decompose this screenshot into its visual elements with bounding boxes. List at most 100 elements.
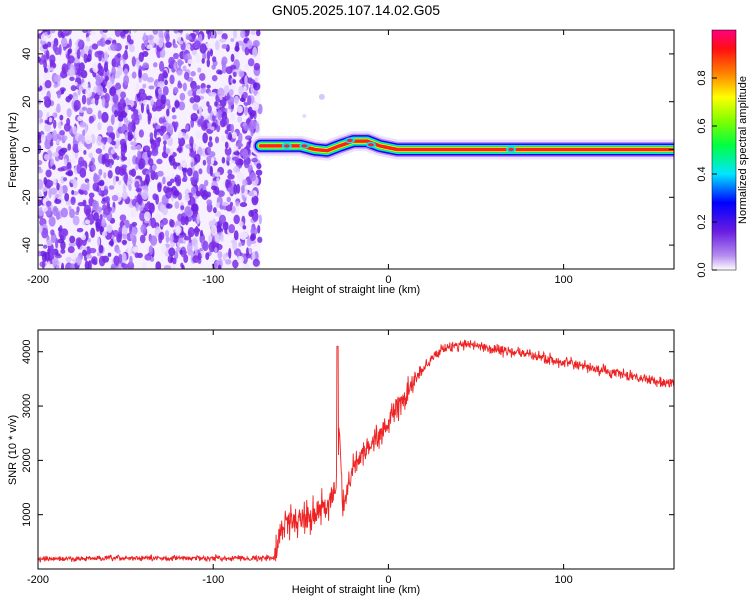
noise-speckle: [112, 175, 117, 186]
noise-speckle: [46, 261, 51, 269]
noise-speckle: [207, 146, 212, 154]
noise-speckle: [89, 160, 94, 167]
noise-speckle: [145, 174, 150, 185]
noise-speckle: [178, 144, 182, 154]
noise-speckle: [184, 193, 190, 201]
noise-speckle: [40, 134, 46, 144]
noise-speckle: [248, 210, 254, 218]
noise-speckle: [147, 158, 154, 167]
noise-speckle: [214, 136, 220, 144]
noise-speckle: [129, 44, 135, 53]
noise-speckle: [192, 91, 197, 98]
noise-speckle: [126, 158, 132, 166]
noise-speckle: [238, 242, 242, 247]
noise-speckle: [252, 258, 260, 267]
noise-speckle: [75, 255, 82, 266]
noise-speckle: [121, 252, 127, 264]
noise-speckle: [69, 263, 75, 269]
noise-speckle: [179, 92, 186, 101]
noise-speckle: [167, 136, 173, 147]
noise-speckle: [122, 239, 127, 246]
noise-speckle: [94, 74, 101, 81]
noise-speckle: [62, 30, 71, 36]
noise-speckle: [190, 203, 198, 213]
noise-speckle: [191, 85, 198, 93]
noise-speckle: [163, 140, 167, 146]
noise-speckle: [192, 49, 198, 56]
noise-speckle: [177, 82, 183, 89]
noise-speckle: [233, 184, 238, 195]
noise-speckle: [66, 117, 71, 126]
noise-speckle: [242, 225, 247, 230]
noise-speckle: [206, 191, 212, 198]
noise-speckle: [123, 175, 128, 183]
noise-speckle: [162, 85, 169, 96]
noise-speckle: [95, 148, 103, 154]
noise-speckle: [88, 152, 94, 159]
noise-speckle: [215, 225, 222, 233]
noise-speckle: [90, 164, 96, 172]
noise-speckle: [66, 234, 71, 244]
noise-speckle: [165, 234, 170, 244]
noise-speckle: [227, 173, 235, 180]
noise-speckle: [247, 95, 252, 106]
noise-speckle: [46, 239, 53, 247]
noise-speckle: [103, 87, 108, 94]
noise-speckle: [190, 44, 195, 52]
heatmap-content: [38, 30, 674, 269]
noise-speckle: [138, 88, 146, 95]
noise-speckle: [91, 256, 98, 265]
noise-speckle: [106, 224, 113, 233]
noise-speckle: [157, 182, 162, 193]
noise-speckle: [97, 62, 102, 70]
noise-speckle: [110, 238, 114, 247]
colorbar-label: Normalized spectral amplitude: [737, 76, 749, 224]
noise-speckle: [219, 38, 227, 43]
noise-speckle: [194, 52, 201, 63]
noise-speckle: [128, 169, 134, 176]
noise-speckle: [165, 203, 173, 209]
noise-speckle: [41, 186, 48, 192]
noise-speckle: [160, 94, 167, 105]
noise-speckle: [203, 109, 209, 120]
noise-speckle: [170, 264, 175, 269]
snr-content: [38, 339, 674, 563]
noise-speckle: [126, 34, 132, 43]
noise-speckle: [101, 218, 106, 226]
noise-speckle: [155, 261, 162, 269]
noise-speckle: [80, 183, 88, 193]
noise-speckle: [142, 50, 149, 57]
snr-y-label: SNR (10 * v/v): [7, 415, 19, 485]
noise-speckle: [63, 135, 68, 141]
noise-speckle: [244, 75, 248, 86]
noise-speckle: [68, 38, 72, 49]
noise-speckle: [136, 193, 143, 205]
noise-speckle: [51, 257, 59, 265]
noise-speckle: [159, 60, 165, 72]
noise-speckle: [84, 134, 93, 145]
x-tick-label: 100: [554, 574, 572, 586]
noise-speckle: [233, 230, 239, 241]
noise-speckle: [128, 184, 132, 191]
noise-speckle: [120, 110, 128, 118]
noise-speckle: [123, 68, 129, 76]
y-tick-label: 20: [21, 96, 33, 108]
noise-speckle: [60, 207, 69, 218]
noise-speckle: [41, 252, 48, 263]
noise-speckle: [201, 57, 205, 64]
noise-speckle: [258, 214, 263, 225]
noise-speckle: [206, 199, 213, 206]
noise-speckle: [59, 185, 64, 197]
noise-speckle: [114, 30, 121, 38]
noise-speckle: [43, 154, 50, 160]
noise-speckle: [107, 170, 113, 179]
noise-speckle: [105, 195, 110, 204]
noise-speckle: [101, 154, 106, 165]
noise-speckle: [230, 37, 235, 43]
noise-speckle: [86, 96, 91, 106]
noise-speckle: [217, 251, 223, 259]
noise-speckle: [221, 33, 228, 41]
noise-speckle: [249, 111, 254, 120]
noise-speckle: [83, 204, 92, 216]
noise-speckle: [257, 236, 263, 243]
